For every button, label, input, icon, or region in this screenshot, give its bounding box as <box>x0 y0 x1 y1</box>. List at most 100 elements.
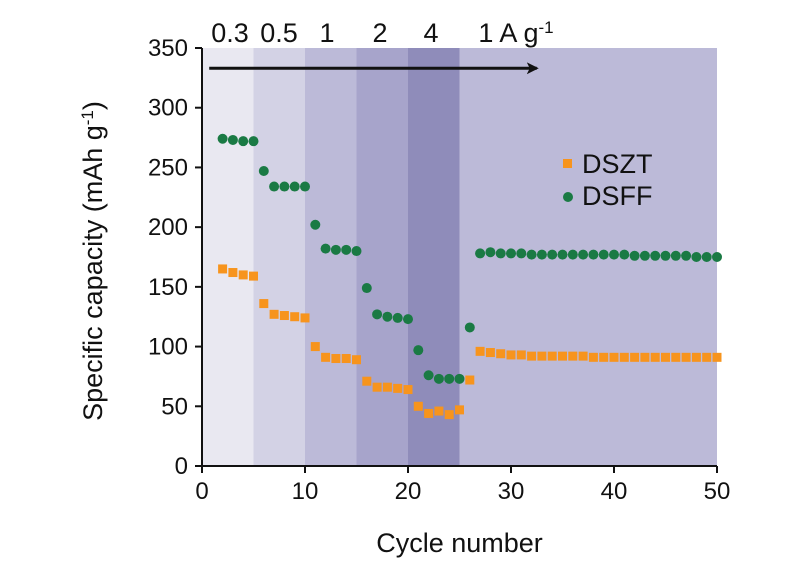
dszt-point <box>558 351 567 361</box>
dsff-point <box>330 244 341 255</box>
y-tick-label: 350 <box>148 35 188 62</box>
dszt-point <box>630 352 640 362</box>
dszt-point <box>681 352 691 362</box>
region-3 <box>305 48 357 466</box>
dsff-point <box>650 250 661 261</box>
dsff-point <box>382 311 393 322</box>
dszt-point <box>228 268 238 278</box>
dszt-point <box>609 352 619 362</box>
dsff-point <box>588 249 599 260</box>
dszt-point <box>269 309 279 319</box>
dsff-point <box>423 370 434 381</box>
region-label-text: 1 <box>319 18 334 48</box>
dsff-point <box>681 250 692 261</box>
legend-label-dszt: DSZT <box>582 149 653 179</box>
y-tick-label: 200 <box>148 214 188 241</box>
dsff-point <box>712 252 722 262</box>
dszt-point <box>382 382 392 392</box>
dszt-point <box>403 385 413 395</box>
region-label-6: 1 A g-1 <box>478 18 553 49</box>
axes: 0 10 20 30 40 50 0 50 100 150 200 250 300 350 <box>148 35 730 505</box>
current-density-labels: 0.3 0.5 1 2 4 1 A g-1 <box>211 18 553 49</box>
region-4 <box>356 48 408 466</box>
dsff-point <box>619 249 630 260</box>
x-tick-label: 10 <box>292 478 319 505</box>
dsff-point <box>495 248 506 259</box>
dsff-point <box>227 134 238 145</box>
dsff-point <box>341 244 352 255</box>
dszt-point <box>547 351 557 361</box>
dszt-point <box>578 351 588 361</box>
dsff-point <box>403 314 413 325</box>
dsff-point <box>248 136 259 147</box>
dsff-point <box>444 373 455 384</box>
dszt-point <box>465 375 475 385</box>
dszt-point <box>218 264 228 274</box>
x-axis-title: Cycle number <box>376 528 543 558</box>
dszt-point <box>568 351 578 361</box>
y-axis-title-close: ) <box>78 101 108 110</box>
dszt-point <box>702 352 712 362</box>
dsff-point <box>464 322 475 333</box>
dszt-point <box>516 350 526 360</box>
dsff-point <box>351 246 362 257</box>
y-tick-label: 50 <box>161 393 188 420</box>
region-label-5: 4 <box>423 18 438 48</box>
dszt-point <box>300 313 310 323</box>
dsff-point <box>289 181 300 192</box>
dszt-point <box>249 271 258 281</box>
dsff-point <box>217 133 228 144</box>
data-series <box>217 133 722 420</box>
region-label-3: 1 <box>319 18 334 48</box>
dsff-point <box>475 248 486 259</box>
dszt-point <box>496 349 506 359</box>
dsff-point <box>485 247 496 258</box>
dsff-point <box>238 136 249 147</box>
dsff-point <box>526 249 537 260</box>
dsff-point <box>598 249 609 260</box>
dsff-point <box>670 250 681 261</box>
dszt-point <box>259 299 269 309</box>
region-label-text: 2 <box>372 18 387 48</box>
dszt-point <box>444 410 454 420</box>
dsff-point <box>701 252 712 262</box>
dsff-point <box>578 249 589 260</box>
dszt-point <box>588 352 598 362</box>
dszt-point <box>506 350 516 360</box>
dszt-point <box>671 352 681 362</box>
x-tick-label: 40 <box>601 478 628 505</box>
region-label-text: 1 A g <box>478 18 538 48</box>
dszt-point <box>279 311 289 321</box>
dsff-point <box>320 243 331 254</box>
dszt-point <box>424 408 434 418</box>
dsff-point <box>372 309 383 320</box>
dszt-point <box>352 355 361 365</box>
y-axis-title-main: Specific capacity (mAh g <box>78 125 108 421</box>
dsff-point <box>433 373 444 384</box>
dsff-point <box>639 250 650 261</box>
dszt-point <box>537 351 547 361</box>
dszt-point <box>362 376 372 386</box>
y-tick-label: 150 <box>148 274 188 301</box>
dsff-point <box>392 312 403 323</box>
dsff-point <box>567 249 578 260</box>
region-label-1: 0.3 <box>211 18 249 48</box>
dsff-point <box>547 249 558 260</box>
dszt-point <box>475 346 485 356</box>
legend-marker-dsff <box>563 192 573 202</box>
dszt-point <box>372 382 382 392</box>
legend-label-dsff: DSFF <box>582 181 653 211</box>
dszt-point <box>712 352 722 362</box>
region-label-text: 4 <box>423 18 438 48</box>
dsff-point <box>629 250 640 261</box>
dszt-point <box>290 312 300 322</box>
y-axis-title-sup: -1 <box>78 110 97 125</box>
x-tick-label: 50 <box>704 478 731 505</box>
region-1 <box>202 48 254 466</box>
dsff-point <box>258 166 269 177</box>
y-axis-title: Specific capacity (mAh g-1) <box>78 101 109 421</box>
dszt-point <box>527 351 537 361</box>
x-tick-label: 30 <box>498 478 525 505</box>
dsff-point <box>454 373 465 384</box>
